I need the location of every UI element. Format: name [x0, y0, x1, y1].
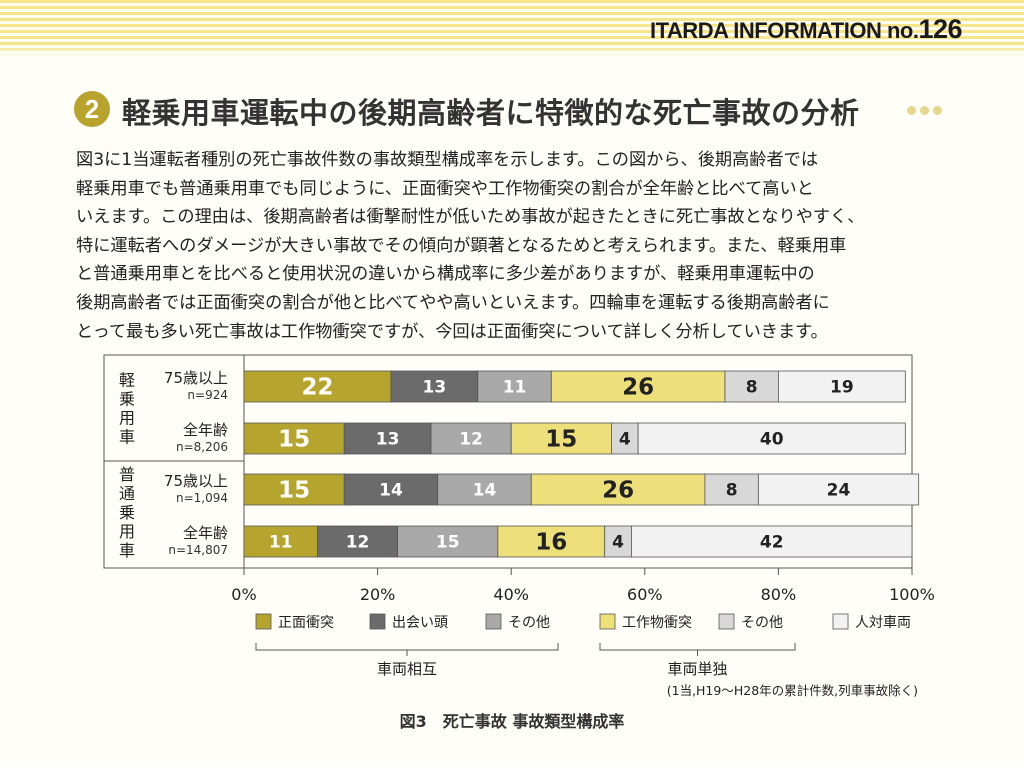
bar-segment [243, 370, 392, 403]
bar-segment [778, 370, 906, 403]
bar-segment [243, 525, 318, 558]
group-label-char: 普 [119, 465, 135, 484]
bar-segment [550, 370, 726, 403]
section-title: 軽乗用車運転中の後期高齢者に特徴的な死亡事故の分析 [122, 96, 860, 130]
row-label: 全年齢 [183, 524, 228, 542]
data-label: 42 [760, 533, 784, 553]
data-label: 15 [278, 427, 310, 453]
group-label-char: 軽 [119, 371, 135, 390]
group-label-char: 車 [119, 541, 135, 560]
figure-caption: 図3 死亡事故 事故類型構成率 [399, 712, 625, 731]
body-paragraph: 図3に1当運転者種別の死亡事故件数の事故類型構成率を示します。この図から、後期高… [76, 146, 964, 346]
group-label-char: 通 [119, 484, 135, 503]
bar-segment [477, 370, 552, 403]
data-label: 12 [346, 533, 370, 553]
body-line: 軽乗用車でも普通乗用車でも同じように、正面衝突や工作物衝突の割合が全年齢と比べて… [76, 178, 814, 199]
body-line: 後期高齢者では正面衝突の割合が他と比べてやや高いといえます。四輪車を運転する後期… [76, 292, 830, 313]
row-sample-size: n=924 [187, 388, 228, 402]
bar-segment [397, 525, 499, 558]
body-line: と普通乗用車とを比べると使用状況の違いから構成率に多少差がありますが、軽乗用車運… [76, 264, 815, 285]
bar-segment [497, 525, 606, 558]
publication-title-prefix: ITARDA INFORMATION no. [650, 18, 919, 43]
row-label: 75歳以上 [164, 472, 228, 490]
row-sample-size: n=8,206 [176, 440, 228, 454]
data-label: 12 [459, 430, 483, 450]
data-label: 14 [473, 481, 497, 501]
bar-segment [243, 473, 345, 506]
row-sample-size: n=14,807 [168, 543, 228, 557]
body-line: 図3に1当運転者種別の死亡事故件数の事故類型構成率を示します。この図から、後期高… [76, 150, 819, 170]
x-tick-label: 20% [360, 585, 396, 604]
section-title-dots [907, 100, 955, 115]
row-label: 全年齢 [183, 421, 228, 439]
bar-segment [510, 422, 612, 455]
data-label: 13 [376, 430, 400, 450]
legend-label: 正面衝突 [278, 615, 334, 631]
legend-label: その他 [741, 615, 783, 631]
bar-segment [390, 370, 479, 403]
body-line: とって最も多い死亡事故は工作物衝突ですが、今回は正面衝突について詳しく分析してい… [76, 321, 828, 342]
body-line: 特に運転者へのダメージが大きい事故でその傾向が顕著となるためと考えられます。また… [76, 235, 847, 256]
publication-title: ITARDA INFORMATION no.126 [650, 14, 962, 45]
x-tick-label: 60% [627, 585, 663, 604]
legend-group-label: 車両単独 [667, 660, 727, 678]
legend-swatch [832, 613, 849, 630]
data-label: 22 [301, 375, 333, 401]
legend-swatch [718, 613, 735, 630]
data-label: 19 [830, 378, 854, 398]
data-label: 14 [379, 481, 403, 501]
legend-swatch [599, 613, 616, 630]
data-label: 11 [269, 533, 293, 553]
body-line: いえます。この理由は、後期高齢者は衝撃耐性が低いため事故が起きたときに死亡事故と… [76, 207, 865, 228]
bar-segment [611, 422, 639, 455]
group-label-char: 乗 [119, 390, 135, 409]
legend-swatch [255, 613, 272, 630]
bar-segment [637, 422, 906, 455]
bar-segment [757, 473, 920, 506]
legend-label: 工作物衝突 [622, 615, 692, 631]
chart-note: (1当,H19～H28年の累計件数,列車事故除く) [667, 683, 918, 698]
bar-segment [704, 473, 759, 506]
group-label-char: 乗 [119, 503, 135, 522]
legend-swatch [485, 613, 502, 630]
bar-segment [631, 525, 913, 558]
data-label: 26 [622, 375, 654, 401]
data-label: 15 [436, 533, 460, 553]
legend-label: 出会い頭 [392, 615, 448, 631]
data-label: 15 [278, 478, 310, 504]
group-label-char: 用 [119, 522, 135, 541]
row-label: 75歳以上 [164, 369, 228, 387]
data-label: 8 [746, 378, 758, 398]
row-sample-size: n=1,094 [176, 491, 228, 505]
legend-group-bracket [599, 643, 796, 651]
group-label-char: 用 [119, 409, 135, 428]
x-tick-label: 0% [231, 585, 256, 604]
bar-segment [724, 370, 779, 403]
data-label: 4 [619, 430, 631, 450]
legend-label: その他 [508, 615, 550, 631]
bar-segment [530, 473, 706, 506]
section-number-badge: 2 [74, 91, 110, 127]
data-label: 26 [602, 478, 634, 504]
data-label: 4 [612, 533, 624, 553]
legend-group-bracket [255, 643, 559, 651]
legend-label: 人対車両 [855, 614, 911, 631]
data-label: 40 [760, 430, 784, 450]
legend-group-label: 車両相互 [377, 660, 437, 678]
data-label: 8 [726, 481, 738, 501]
x-tick-label: 80% [761, 585, 797, 604]
issue-number: 126 [918, 14, 962, 44]
data-label: 16 [535, 530, 567, 556]
legend-swatch [369, 613, 386, 630]
bar-segment [317, 525, 399, 558]
bar-segment [343, 473, 439, 506]
data-label: 13 [423, 378, 447, 398]
group-label-char: 車 [119, 428, 135, 447]
x-tick-label: 100% [889, 585, 935, 604]
data-label: 24 [827, 481, 851, 501]
data-label: 11 [503, 378, 527, 398]
x-tick-label: 40% [493, 585, 529, 604]
data-label: 15 [545, 427, 577, 453]
